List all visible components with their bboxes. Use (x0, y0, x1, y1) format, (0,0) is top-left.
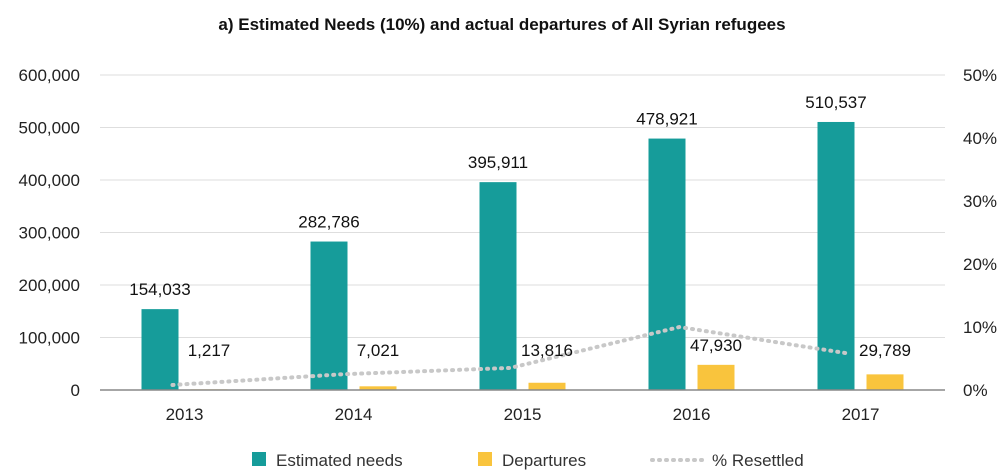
bar-estimated-needs (648, 138, 686, 390)
x-tick-label: 2013 (166, 405, 204, 424)
data-label-estimated-needs: 478,921 (636, 110, 697, 129)
bar-estimated-needs (817, 121, 855, 390)
bar-estimated-needs (479, 182, 517, 390)
legend-swatch-estimated-needs (252, 452, 266, 466)
y-right-tick-label: 30% (963, 192, 997, 211)
y-left-tick-label: 600,000 (19, 66, 80, 85)
bar-departures (528, 382, 566, 390)
data-label-departures: 29,789 (859, 341, 911, 360)
data-label-departures: 47,930 (690, 336, 742, 355)
x-tick-label: 2014 (335, 405, 373, 424)
x-tick-label: 2017 (842, 405, 880, 424)
y-right-tick-label: 50% (963, 66, 997, 85)
bar-departures (359, 386, 397, 390)
data-labels: 154,033 1,217 282,786 7,021 395,911 13,816 478… (129, 93, 911, 360)
y-right-tick-label: 40% (963, 129, 997, 148)
resettled-line (170, 324, 851, 387)
y-left-tick-label: 300,000 (19, 224, 80, 243)
legend-swatch-departures (478, 452, 492, 466)
legend-label-departures: Departures (502, 451, 586, 470)
gridlines (100, 74, 945, 338)
bar-estimated-needs (310, 241, 348, 390)
y-right-tick-label: 0% (963, 381, 988, 400)
data-label-estimated-needs: 154,033 (129, 280, 190, 299)
y-right-tick-label: 20% (963, 255, 997, 274)
left-axis: 0 100,000 200,000 300,000 400,000 500,000 600,… (19, 66, 80, 400)
data-label-estimated-needs: 510,537 (805, 93, 866, 112)
y-left-tick-label: 0 (71, 381, 80, 400)
bar-departures (866, 374, 904, 390)
y-right-tick-label: 10% (963, 318, 997, 337)
data-label-estimated-needs: 395,911 (468, 153, 528, 172)
data-label-estimated-needs: 282,786 (298, 213, 359, 232)
x-axis: 2013 2014 2015 2016 2017 (100, 389, 945, 424)
legend: Estimated needs Departures % Resettled (252, 451, 804, 470)
data-label-departures: 7,021 (357, 341, 400, 360)
y-left-tick-label: 200,000 (19, 276, 80, 295)
y-left-tick-label: 500,000 (19, 119, 80, 138)
x-tick-label: 2015 (504, 405, 542, 424)
legend-label-estimated-needs: Estimated needs (276, 451, 403, 470)
x-tick-label: 2016 (673, 405, 711, 424)
data-label-departures: 1,217 (188, 341, 231, 360)
bars (141, 121, 904, 391)
bar-estimated-needs (141, 309, 179, 390)
chart-title: a) Estimated Needs (10%) and actual depa… (218, 15, 785, 34)
right-axis: 0% 10% 20% 30% 40% 50% (963, 66, 997, 400)
data-label-departures: 13,816 (521, 341, 573, 360)
bar-departures (697, 364, 735, 390)
line-resettled (170, 324, 851, 387)
y-left-tick-label: 400,000 (19, 171, 80, 190)
legend-label-resettled: % Resettled (712, 451, 804, 470)
y-left-tick-label: 100,000 (19, 329, 80, 348)
